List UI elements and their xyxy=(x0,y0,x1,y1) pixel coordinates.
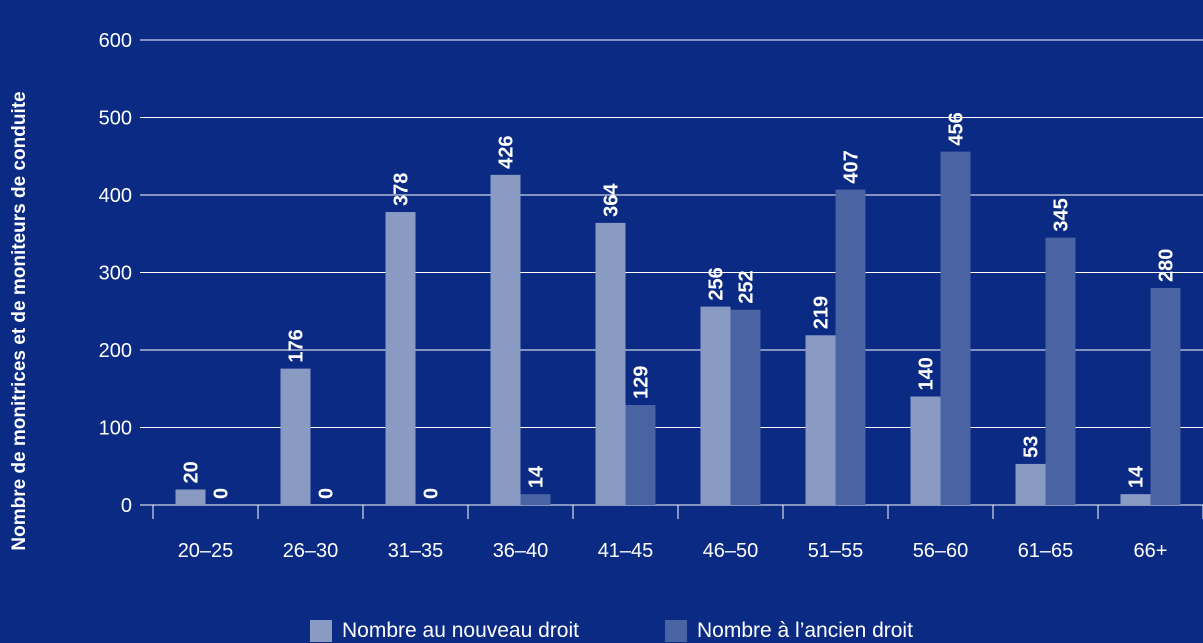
bar-ancien-droit xyxy=(625,405,656,505)
data-label: 256 xyxy=(706,267,728,300)
data-label: 252 xyxy=(736,270,758,303)
x-tick-label: 36–40 xyxy=(493,540,549,562)
data-label: 407 xyxy=(841,150,863,183)
data-label: 129 xyxy=(631,366,653,399)
y-tick-label: 400 xyxy=(99,185,132,207)
bar-nouveau-droit xyxy=(805,335,836,505)
y-tick-label: 0 xyxy=(121,495,132,517)
legend-swatch-old xyxy=(665,620,687,642)
bar-nouveau-droit xyxy=(490,174,521,505)
data-label: 53 xyxy=(1021,436,1043,458)
data-label: 426 xyxy=(496,135,518,168)
data-label: 219 xyxy=(811,296,833,329)
y-tick-label: 600 xyxy=(99,30,132,52)
x-tick-label: 56–60 xyxy=(913,540,969,562)
data-label: 0 xyxy=(211,488,233,499)
data-label: 140 xyxy=(916,357,938,390)
x-tick-label: 46–50 xyxy=(703,540,759,562)
bar-ancien-droit xyxy=(1150,288,1181,505)
legend-label-old: Nombre à l’ancien droit xyxy=(697,619,913,642)
legend-item-new: Nombre au nouveau droit xyxy=(310,619,579,643)
data-label: 364 xyxy=(601,183,623,217)
legend: Nombre au nouveau droit Nombre à l’ancie… xyxy=(0,613,1203,642)
data-label: 176 xyxy=(286,329,308,362)
data-label: 345 xyxy=(1051,198,1073,231)
x-tick-label: 51–55 xyxy=(808,540,864,562)
bar-nouveau-droit xyxy=(1015,463,1046,505)
y-axis-label: Nombre de monitrices et de moniteurs de … xyxy=(9,91,30,551)
bar-nouveau-droit xyxy=(385,212,416,506)
bar-nouveau-droit xyxy=(280,368,311,505)
bar-ancien-droit xyxy=(835,189,866,505)
data-label: 14 xyxy=(526,465,548,488)
x-tick-label: 26–30 xyxy=(283,540,339,562)
bar-nouveau-droit xyxy=(175,489,206,505)
x-tick-label: 20–25 xyxy=(178,540,234,562)
data-label: 456 xyxy=(946,112,968,145)
y-tick-label: 100 xyxy=(99,418,132,440)
data-label: 280 xyxy=(1156,249,1178,282)
y-tick-label: 500 xyxy=(99,108,132,130)
x-tick-label: 66+ xyxy=(1134,540,1168,562)
x-tick-label: 61–65 xyxy=(1018,540,1074,562)
bar-ancien-droit xyxy=(1045,237,1076,505)
x-tick-label: 41–45 xyxy=(598,540,654,562)
y-tick-label: 200 xyxy=(99,340,132,362)
x-tick-label: 31–35 xyxy=(388,540,444,562)
data-label: 0 xyxy=(316,488,338,499)
bar-nouveau-droit xyxy=(595,222,626,505)
legend-label-new: Nombre au nouveau droit xyxy=(342,619,579,642)
bar-ancien-droit xyxy=(730,309,761,505)
data-label: 20 xyxy=(181,461,203,483)
data-label: 14 xyxy=(1126,465,1148,488)
bar-nouveau-droit xyxy=(910,396,941,505)
y-tick-label: 300 xyxy=(99,263,132,285)
bar-nouveau-droit xyxy=(700,306,731,505)
legend-swatch-new xyxy=(310,620,332,642)
bar-ancien-droit xyxy=(940,151,971,505)
legend-item-old: Nombre à l’ancien droit xyxy=(665,619,913,643)
data-label: 378 xyxy=(391,173,413,206)
data-label: 0 xyxy=(421,488,443,499)
bar-ancien-droit xyxy=(520,494,551,505)
bar-nouveau-droit xyxy=(1120,494,1151,505)
